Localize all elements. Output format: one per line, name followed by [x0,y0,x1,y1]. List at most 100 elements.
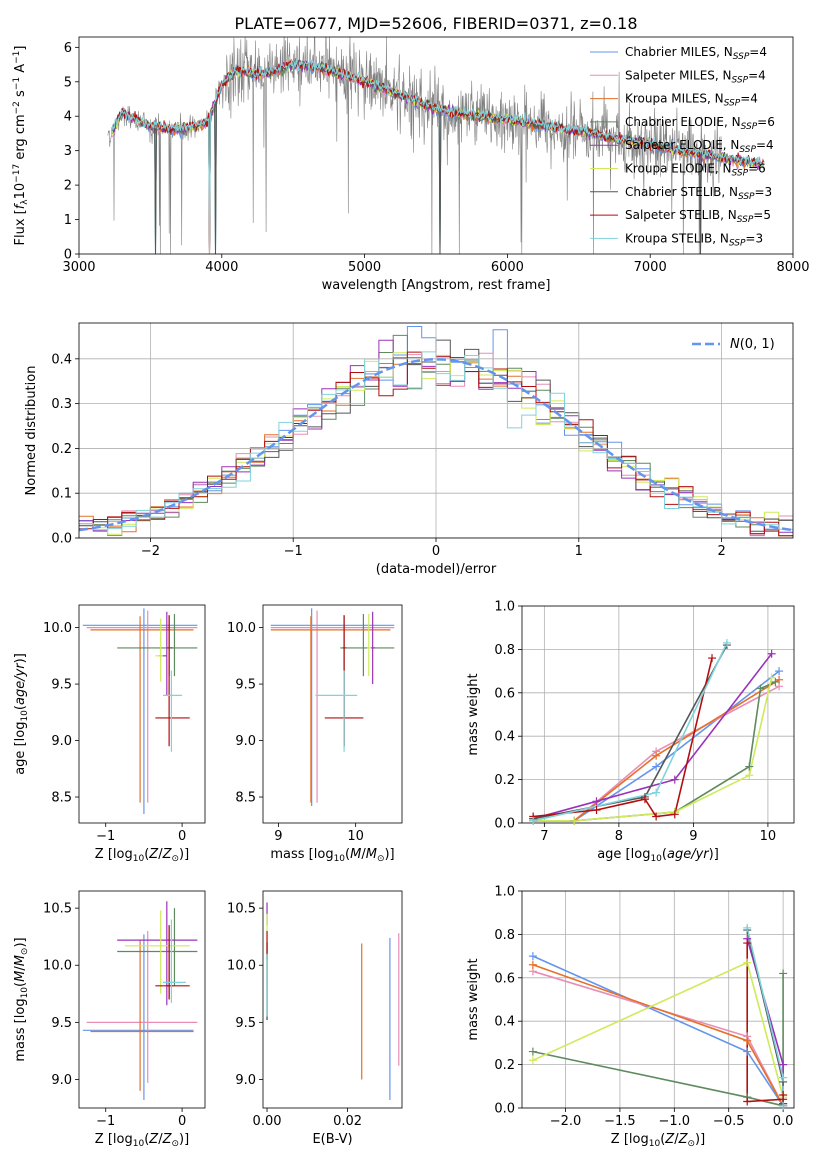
label-part: (data-model)/error [376,562,497,577]
y-tick-label: 0.3 [51,397,72,412]
legend-label: Chabrier MILES, N [625,45,733,59]
data-point-marker [670,810,679,819]
x-axis-label: mass [log10(M/M⊙)] [270,847,394,864]
data-point-marker [743,1036,752,1045]
y-tick-label: 0.0 [494,817,515,832]
axes-frame [521,890,795,1109]
legend-suffix: =3 [755,185,773,199]
data-point-marker [743,923,752,932]
y-tick-label: 1 [64,213,72,228]
legend-label: Salpeter MILES, N [625,68,732,82]
x-tick-label: 3000 [62,260,95,275]
plot-area [79,323,793,538]
legend-suffix: =5 [753,208,771,222]
data-point-marker [771,677,780,686]
panel-mass_vs_Z: −1 09.09.510.010.5Z [log10(Z/Z⊙)]mass [lo… [13,890,206,1149]
label-part: ( [144,847,149,862]
x-tick-label: 5000 [348,260,381,275]
legend-label: Kroupa STELIB, N [625,231,729,245]
data-point-marker [775,667,784,676]
label-part: f [13,202,28,209]
legend-entry: Chabrier ELODIE, NSSP=6 [625,115,775,132]
legend-label: Salpeter ELODIE, N [625,138,739,152]
label-part: ( [662,847,667,862]
x-tick-label: −0.5 [713,1114,745,1129]
label-part: 10 [133,854,145,864]
series-line-chabrier-miles [533,670,780,822]
label-part: log [13,722,28,742]
data-point-marker [570,816,579,825]
x-tick-label: −1 [284,544,303,559]
legend-sub: SSP [733,52,750,62]
legend-label: Salpeter STELIB, N [625,208,737,222]
legend-label: Kroupa ELODIE, N [625,162,732,176]
data-point-marker [528,960,537,969]
data-point-marker [708,654,717,663]
label-part: 10 [133,1139,145,1149]
label-part: Normed distribution [24,366,39,496]
label-part: Z [148,847,159,862]
axes-frame [78,604,206,824]
label-part: 10 [20,987,30,999]
label-part: Z [162,1132,173,1147]
x-axis-label: age [log10(age/yr)] [597,847,719,864]
x-tick-label: −1 [96,829,115,844]
label-part: / [674,1132,679,1147]
label-part: / [158,1132,163,1147]
panel-residuals: −2 −1 0 1 2 0.0 0.1 0.2 0.3 0.4 N(0, 1) (data-model… [24,322,794,577]
data-point-marker [743,939,752,948]
x-tick-label: −1.0 [659,1114,691,1129]
data-point-marker [745,771,754,780]
data-point-marker [779,1060,788,1069]
label-part: mass weight [466,673,481,755]
x-axis-label: Z [log10(Z/Z⊙)] [611,1132,705,1149]
x-tick-label: 0.0 [773,1114,794,1129]
data-point-marker [722,638,731,647]
label-part: log [631,847,651,862]
y-tick-label: 1.0 [494,885,515,900]
y-tick-label: 0.2 [51,442,72,457]
label-part: )] [179,1132,189,1147]
label-part: λ [20,199,30,205]
y-axis-label: mass weight [466,958,481,1040]
y-tick-label: 0.2 [494,773,515,788]
legend-entry: Chabrier STELIB, NSSP=3 [625,185,772,202]
plot-area [522,606,794,823]
label-part: log [113,1132,133,1147]
legend-suffix: =6 [748,162,766,176]
label-part: Z [678,1132,689,1147]
label-part: age [ [597,847,630,862]
x-tick-label: 0 [178,829,186,844]
y-tick-label: 0.0 [494,1102,515,1117]
label-part: )] [695,1132,705,1147]
label-part: )] [709,847,719,862]
label-part: 10 [334,854,346,864]
data-point-marker [592,797,601,806]
y-tick-label: 9.5 [235,678,256,693]
legend-sub: SSP [724,99,741,109]
plot-area [266,902,400,1101]
label-part: M [366,847,377,862]
x-tick-label: 9 [274,829,282,844]
y-tick-label: 3 [64,144,72,159]
y-axis-label: Normed distribution [24,366,39,496]
y-tick-label: 9.0 [235,1073,256,1088]
x-axis-label: Z [log10(Z/Z⊙)] [95,1132,189,1149]
plot-area [270,608,395,807]
x-tick-label: 2 [717,544,725,559]
y-tick-label: 0.0 [51,532,72,547]
label-part: ⊙ [687,1139,695,1149]
legend-sub: SSP [741,122,758,132]
legend-entry: Salpeter MILES, NSSP=4 [625,68,766,85]
x-tick-label: 6000 [491,260,524,275]
y-axis-label: mass weight [466,673,481,755]
x-tick-label: 0.02 [333,1114,362,1129]
label-part: mass [ [270,847,313,862]
x-tick-label: 4000 [205,260,238,275]
y-tick-label: 10.5 [227,902,256,917]
y-tick-label: 0 [64,248,72,263]
legend-sub: SSP [739,145,756,155]
x-tick-label: −1 [96,1114,115,1129]
